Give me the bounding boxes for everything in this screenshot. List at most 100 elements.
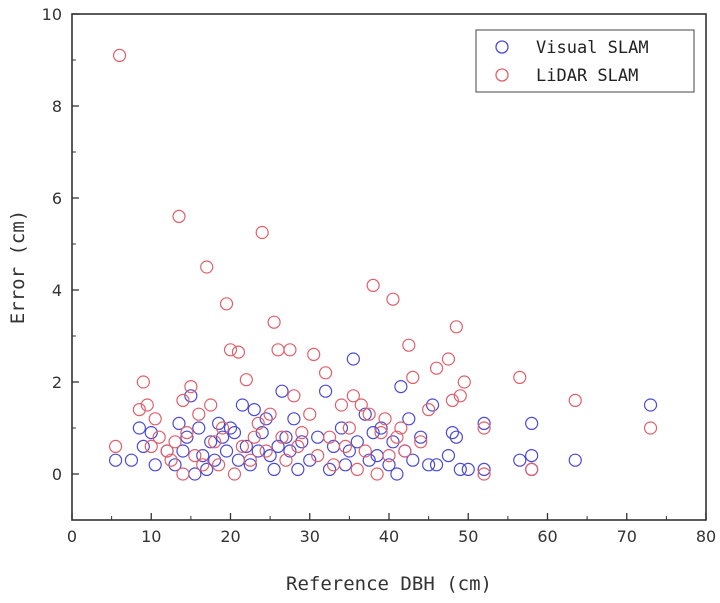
data-point [338,458,353,472]
data-point [259,444,273,458]
data-point [239,373,253,387]
y-axis: 0 2 4 6 8 10 [42,5,79,521]
data-point [402,412,416,426]
data-point [406,453,420,467]
x-tick-label: 40 [379,527,399,546]
data-point [196,458,210,472]
legend-box [475,29,695,93]
data-point [176,467,190,481]
data-point [172,209,186,223]
data-point [148,412,162,426]
data-point [200,462,214,476]
data-point [346,352,360,366]
data-point [255,225,269,240]
series-visual-slam [108,352,658,481]
data-point [378,412,392,426]
data-point [132,403,146,417]
data-point [112,48,127,63]
data-point [287,389,301,403]
legend-label-lidar-slam: LiDAR SLAM [536,66,638,86]
data-point [338,439,353,453]
data-point [271,343,285,357]
data-point [350,462,364,476]
x-axis-title: Reference DBH (cm) [286,573,492,595]
data-point [295,435,309,449]
data-point [445,393,459,407]
data-point [148,458,162,472]
data-point [251,416,265,430]
data-point [326,458,341,472]
data-point [414,430,428,444]
data-point [291,462,305,476]
y-tick-label: 0 [52,465,62,484]
data-point [160,444,174,458]
data-point [204,435,218,449]
data-point [350,435,364,449]
data-point [513,453,527,467]
series-lidar-slam [108,48,658,481]
data-point [243,453,257,467]
data-point [200,260,214,274]
data-point [212,458,226,472]
data-point [319,366,333,380]
data-point [311,449,325,463]
data-point [192,421,206,435]
data-point [208,453,222,467]
data-point [168,435,182,449]
data-point [287,412,301,426]
data-point [441,352,456,366]
data-point [429,361,444,375]
data-point [422,403,436,417]
data-point [394,380,408,394]
data-point [322,462,337,476]
data-point [263,449,277,463]
legend: Visual SLAM LiDAR SLAM [475,29,695,93]
data-point [188,449,202,463]
y-tick-label: 10 [42,5,62,24]
x-tick-label: 20 [220,527,240,546]
data-point [223,421,238,435]
data-point [215,421,230,435]
data-point [227,467,242,481]
legend-label-visual-slam: Visual SLAM [536,38,649,58]
y-tick-label: 2 [52,373,62,392]
data-point [208,435,222,449]
data-point [136,375,150,389]
data-point [366,278,380,292]
data-point [358,444,372,458]
data-point [374,426,388,440]
data-point [227,426,242,440]
data-point [108,453,123,467]
data-point [132,421,146,435]
data-point [259,412,273,426]
data-point [251,444,265,458]
data-point [311,430,325,444]
data-point [382,449,396,463]
data-point [342,444,356,458]
data-point [402,338,416,352]
data-point [235,439,249,453]
data-point [231,453,246,467]
data-point [394,421,408,435]
data-point [172,416,186,430]
data-point [322,430,337,444]
x-tick-label: 70 [617,527,637,546]
data-point [449,430,463,444]
data-point [370,467,384,481]
data-point [362,407,376,421]
data-point [342,421,356,435]
x-tick-label: 30 [300,527,320,546]
data-point [398,444,412,458]
data-point [176,444,190,458]
x-tick-label: 10 [141,527,161,546]
data-point [168,458,182,472]
data-point [568,453,582,467]
data-point [215,430,230,444]
data-point [303,407,317,421]
data-point [152,430,166,444]
legend-marker-lidar-slam [495,68,509,82]
data-point [180,430,194,444]
data-point [124,453,139,467]
data-point [568,393,582,407]
